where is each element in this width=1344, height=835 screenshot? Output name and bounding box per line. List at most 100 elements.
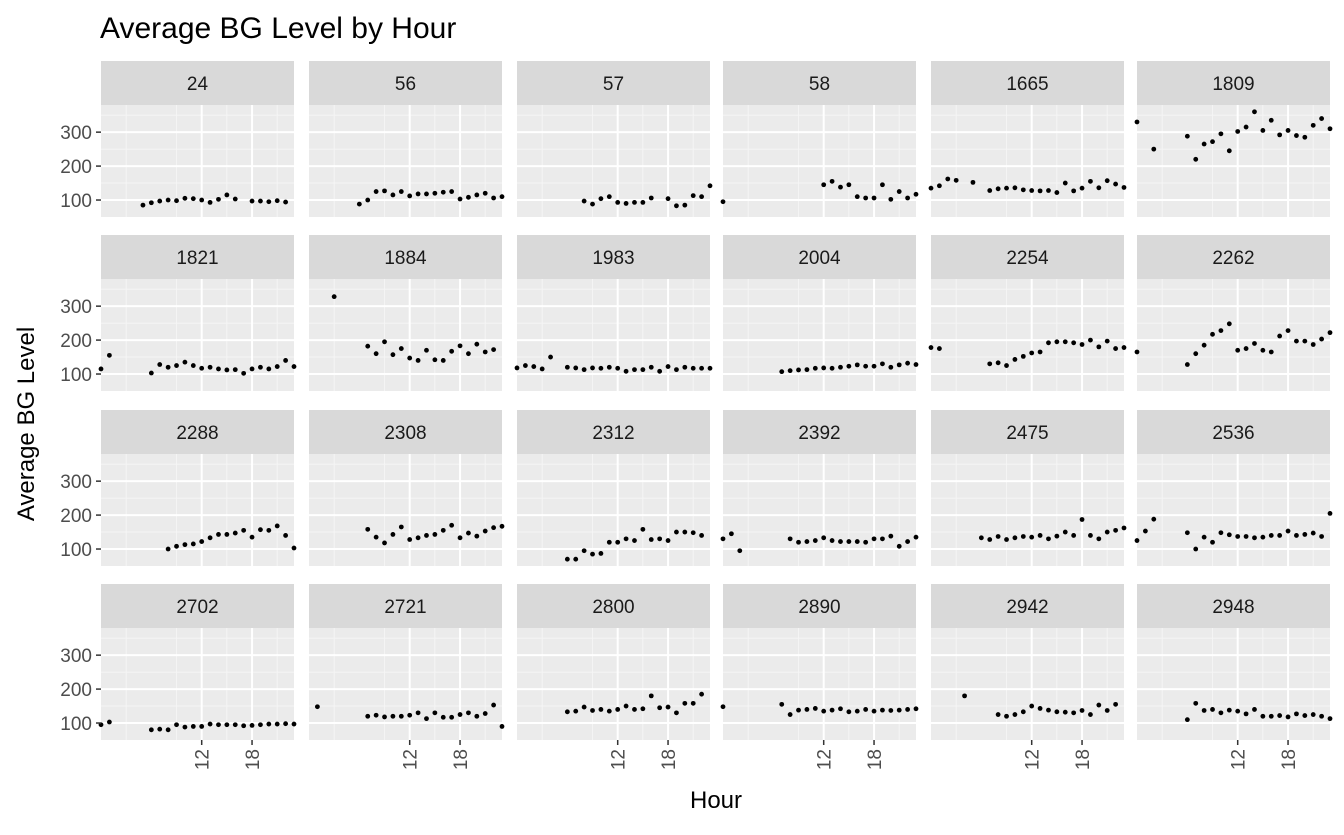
y-axis-label: Average BG Level	[13, 327, 40, 521]
data-point	[1294, 133, 1299, 138]
data-point	[796, 367, 801, 373]
data-point	[190, 541, 196, 547]
data-point	[888, 708, 894, 713]
data-point	[1268, 117, 1274, 123]
data-point	[657, 368, 663, 374]
data-point	[283, 721, 289, 727]
data-point	[432, 357, 438, 363]
data-point	[531, 364, 537, 369]
data-point	[249, 366, 255, 372]
data-point	[606, 194, 612, 200]
data-point	[390, 192, 396, 198]
data-point	[880, 536, 885, 542]
data-point	[1327, 510, 1333, 516]
data-point	[1029, 703, 1035, 709]
data-point	[548, 354, 553, 360]
data-point	[432, 190, 438, 196]
data-point	[707, 365, 713, 371]
panel-background	[517, 454, 710, 566]
data-point	[499, 724, 505, 729]
x-tick-label: 12	[1229, 749, 1250, 770]
data-point	[590, 551, 595, 557]
data-point	[491, 195, 497, 201]
y-tick-label: 200	[60, 331, 92, 352]
data-point	[1096, 702, 1102, 708]
data-point	[216, 532, 221, 537]
panel-background	[931, 105, 1124, 217]
data-point	[1285, 528, 1291, 534]
data-point	[1079, 517, 1085, 522]
facet-strip	[517, 410, 710, 454]
data-point	[854, 194, 860, 200]
panel-background	[723, 454, 916, 566]
data-point	[913, 362, 919, 367]
data-point	[657, 705, 663, 711]
data-point	[449, 189, 455, 194]
data-point	[821, 365, 827, 371]
data-point	[564, 556, 570, 562]
facet-strip-label: 2392	[798, 423, 840, 444]
data-point	[796, 707, 801, 713]
data-point	[1004, 185, 1009, 191]
data-point	[623, 201, 629, 206]
data-point	[1252, 109, 1257, 115]
data-point	[623, 703, 629, 709]
data-point	[880, 182, 885, 188]
data-point	[1020, 353, 1026, 359]
x-tick-label: 18	[1073, 749, 1094, 770]
data-point	[258, 722, 263, 728]
data-point	[690, 700, 696, 706]
data-point	[148, 370, 154, 376]
data-point	[682, 700, 688, 706]
data-point	[863, 707, 869, 712]
data-point	[863, 539, 869, 545]
x-tick-label: 18	[865, 749, 886, 770]
data-point	[1104, 529, 1110, 535]
data-point	[737, 548, 743, 554]
x-tick-label: 12	[1023, 749, 1044, 770]
data-point	[838, 364, 843, 370]
data-point	[314, 704, 320, 710]
data-point	[615, 539, 621, 545]
data-point	[1062, 339, 1068, 345]
y-tick-label: 300	[60, 297, 92, 318]
facet-strip	[309, 584, 502, 628]
data-point	[1079, 185, 1085, 191]
data-point	[1193, 700, 1199, 706]
data-point	[1235, 129, 1241, 134]
data-point	[640, 526, 646, 532]
data-point	[457, 535, 463, 541]
data-point	[232, 722, 238, 728]
data-point	[1252, 707, 1257, 712]
data-point	[1226, 321, 1232, 327]
data-point	[623, 368, 629, 374]
data-point	[1046, 707, 1051, 713]
data-point	[432, 532, 438, 537]
data-point	[1294, 533, 1299, 538]
data-point	[682, 202, 688, 208]
data-point	[720, 536, 726, 542]
data-point	[1252, 535, 1257, 541]
data-point	[1184, 362, 1190, 367]
data-point	[880, 361, 885, 367]
facet-strip	[1137, 584, 1330, 628]
data-point	[165, 546, 171, 552]
panel-background	[1137, 628, 1330, 740]
data-point	[632, 367, 637, 373]
facet-strip	[101, 410, 294, 454]
data-point	[871, 708, 877, 714]
y-tick-label: 300	[60, 472, 92, 493]
data-point	[382, 540, 387, 546]
data-point	[995, 360, 1001, 366]
facet-panel: 57	[517, 61, 713, 217]
data-point	[657, 536, 663, 542]
facet-panel: 2536	[1134, 410, 1333, 566]
data-point	[590, 201, 595, 207]
data-point	[1184, 133, 1190, 139]
data-point	[1020, 187, 1026, 193]
data-point	[1046, 536, 1051, 542]
data-point	[474, 192, 480, 198]
facet-strip	[931, 235, 1124, 279]
data-point	[190, 196, 196, 202]
